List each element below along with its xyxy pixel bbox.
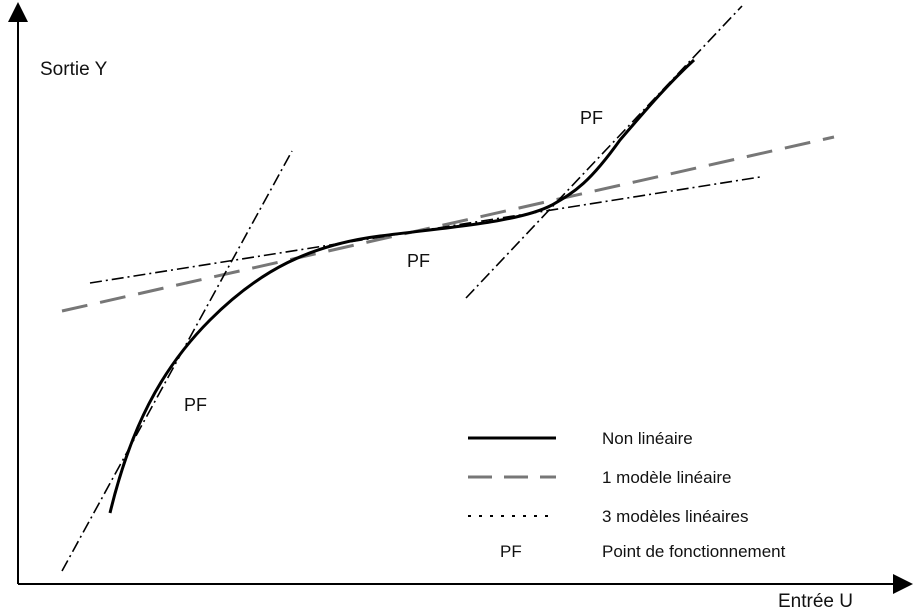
legend-label-single-linear: 1 modèle linéaire bbox=[602, 468, 731, 487]
local-linear-model-low bbox=[61, 150, 293, 572]
operating-point-label-low: PF bbox=[184, 395, 207, 415]
y-axis-label: Sortie Y bbox=[40, 59, 108, 80]
legend: Non linéaire 1 modèle linéaire 3 modèles… bbox=[468, 429, 786, 561]
nonlinear-curve bbox=[108, 58, 696, 514]
legend-label-three-linear: 3 modèles linéaires bbox=[602, 507, 748, 526]
single-linear-model-line bbox=[61, 135, 835, 313]
legend-label-operating-point: Point de fonctionnement bbox=[602, 542, 786, 561]
operating-point-label-mid: PF bbox=[407, 251, 430, 271]
local-linear-model-high bbox=[465, 5, 743, 299]
legend-symbol-pf: PF bbox=[500, 542, 522, 561]
x-axis-label: Entrée U bbox=[778, 591, 853, 612]
operating-point-label-high: PF bbox=[580, 108, 603, 128]
legend-label-nonlinear: Non linéaire bbox=[602, 429, 693, 448]
